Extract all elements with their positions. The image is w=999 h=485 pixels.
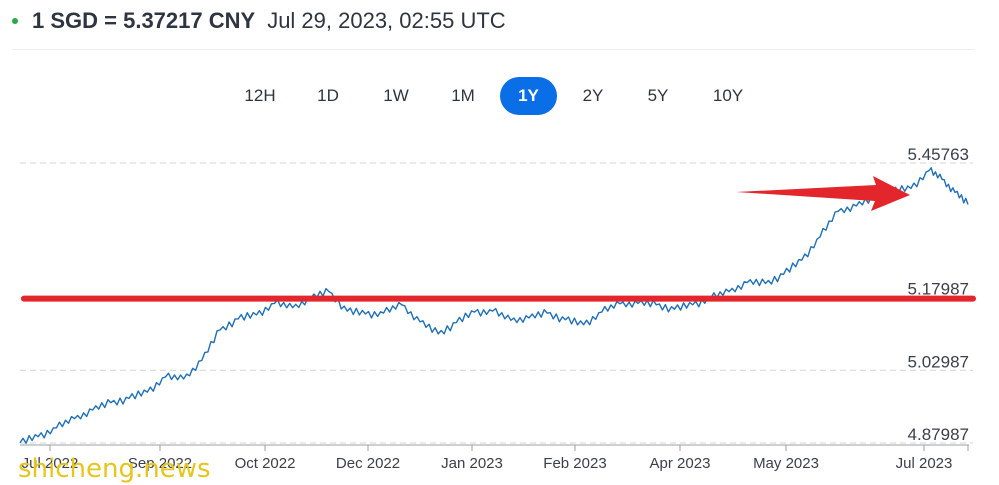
x-axis-ticks xyxy=(49,445,969,451)
x-tick-label-8: Jul 2023 xyxy=(896,455,953,472)
y-tick-label-1: 5.17987 xyxy=(908,280,969,299)
x-tick-label-1: Sep 2022 xyxy=(128,455,192,472)
x-tick-label-6: Apr 2023 xyxy=(650,455,711,472)
range-button-1y[interactable]: 1Y xyxy=(500,77,557,115)
x-tick-label-4: Jan 2023 xyxy=(441,455,503,472)
watermark-text: shicheng.news xyxy=(18,454,211,484)
rate-timestamp: Jul 29, 2023, 02:55 UTC xyxy=(267,8,506,33)
time-range-selector: 12H 1D 1W 1M 1Y 2Y 5Y 10Y xyxy=(0,77,999,115)
range-button-5y[interactable]: 5Y xyxy=(647,86,669,105)
rate-series-line xyxy=(19,167,969,444)
y-axis-labels: 5.45763 5.17987 5.02987 4.87987 xyxy=(908,145,969,444)
range-button-1w[interactable]: 1W xyxy=(383,86,409,105)
range-button-1m[interactable]: 1M xyxy=(451,86,475,105)
highlight-arrow-icon xyxy=(736,176,910,211)
y-tick-label-0: 5.45763 xyxy=(908,145,969,164)
header-divider xyxy=(12,49,975,50)
live-indicator-icon xyxy=(12,18,18,24)
y-grid xyxy=(20,162,973,444)
range-button-10y[interactable]: 10Y xyxy=(712,86,744,105)
y-tick-label-2: 5.02987 xyxy=(908,352,969,371)
y-tick-label-3: 4.87987 xyxy=(908,425,969,444)
x-tick-label-0: Jul 2022 xyxy=(22,455,79,472)
exchange-rate: 1 SGD = 5.37217 CNY xyxy=(32,8,256,33)
range-button-1d[interactable]: 1D xyxy=(317,86,339,105)
rate-header: 1 SGD = 5.37217 CNY Jul 29, 2023, 02:55 … xyxy=(12,6,506,36)
x-tick-label-3: Dec 2022 xyxy=(336,455,400,472)
x-tick-label-5: Feb 2023 xyxy=(543,455,606,472)
x-tick-label-7: May 2023 xyxy=(753,455,819,472)
range-button-12h[interactable]: 12H xyxy=(244,86,276,105)
x-tick-label-2: Oct 2022 xyxy=(235,455,296,472)
x-axis-labels: Jul 2022 Sep 2022 Oct 2022 Dec 2022 Jan … xyxy=(22,455,953,472)
range-button-2y[interactable]: 2Y xyxy=(582,86,604,105)
